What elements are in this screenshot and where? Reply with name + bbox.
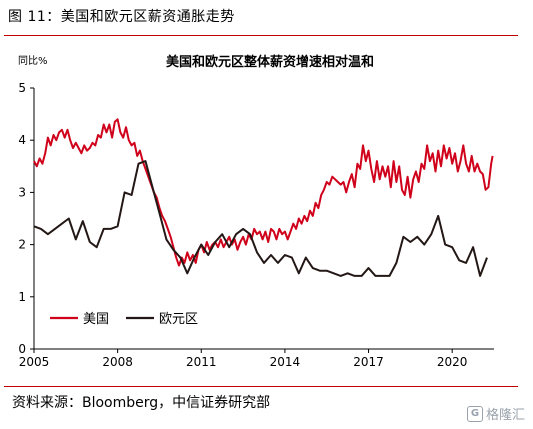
watermark-logo-icon: G	[466, 405, 483, 422]
y-axis-ticks: 0 1 2 3 4 5	[18, 81, 34, 356]
source-note: 资料来源：Bloomberg，中信证券研究部	[12, 395, 271, 411]
y-tick-label: 2	[18, 238, 26, 252]
watermark: G 格隆汇	[466, 404, 525, 423]
y-tick-label: 0	[18, 342, 26, 356]
x-tick-label: 2011	[186, 355, 217, 369]
series-layer	[33, 118, 494, 277]
top-rule	[4, 35, 518, 36]
x-tick-label: 2020	[437, 355, 468, 369]
y-tick-label: 1	[18, 290, 26, 304]
bottom-rule	[4, 386, 518, 387]
x-tick-label: 2008	[102, 355, 133, 369]
legend-label-us: 美国	[83, 312, 109, 327]
x-axis-ticks: 2005 2008 2011 2014 2017 2020	[19, 349, 468, 369]
legend-label-eurozone: 欧元区	[159, 312, 198, 327]
figure-title: 图 11：美国和欧元区薪资通胀走势	[8, 9, 235, 25]
watermark-text: 格隆汇	[485, 408, 525, 423]
series-line-eurozone	[33, 160, 488, 277]
x-tick-label: 2014	[270, 355, 301, 369]
y-tick-label: 5	[18, 81, 26, 95]
x-tick-label: 2017	[353, 355, 384, 369]
chart-title: 美国和欧元区整体薪资增速相对温和	[166, 54, 374, 70]
legend: 美国 欧元区	[50, 312, 198, 327]
y-tick-label: 4	[18, 133, 26, 147]
series-line-us	[33, 118, 494, 267]
y-tick-label: 3	[18, 185, 26, 199]
line-chart: 0 1 2 3 4 5 2005 2008 2011 2014 2017 2020 同比% 美国和欧…	[18, 54, 494, 369]
x-tick-label: 2005	[19, 355, 50, 369]
y-axis-label: 同比%	[18, 55, 48, 67]
